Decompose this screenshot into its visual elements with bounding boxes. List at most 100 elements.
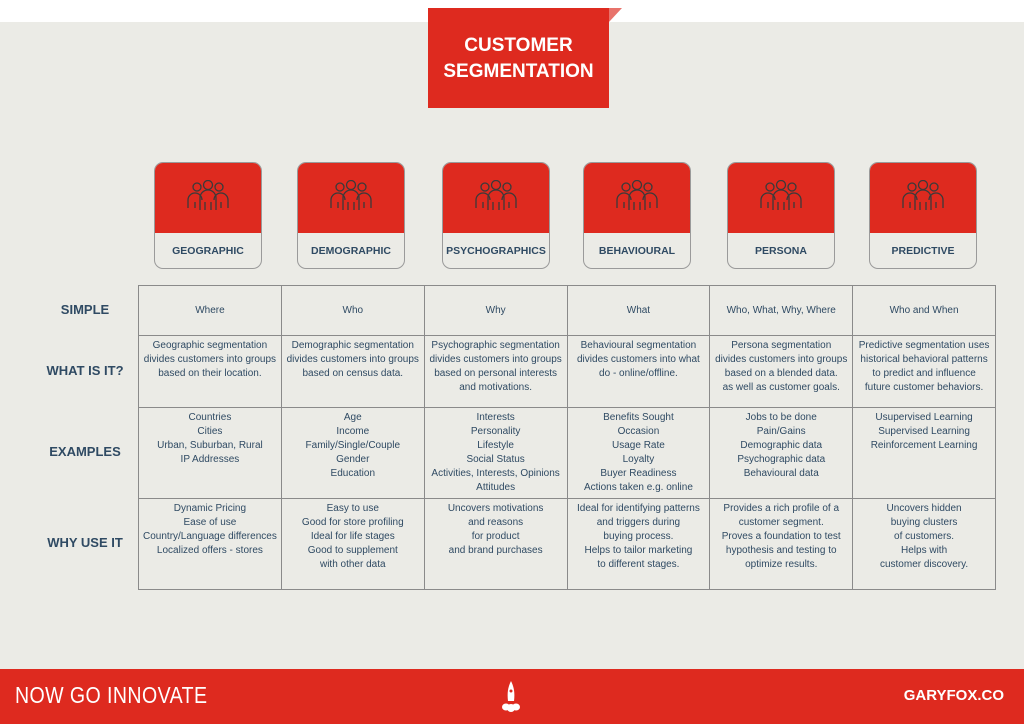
cell-line: Family/Single/Couple xyxy=(305,440,401,451)
table-cell: Uncovers hidden buying clusters of custome… xyxy=(852,498,996,590)
cell-line: Social Status xyxy=(466,454,525,465)
people-group-icon xyxy=(900,179,946,217)
table-row: Countries Cities Urban, Suburban, Rural IP … xyxy=(138,407,996,499)
table-cell: Interests Personality Lifestyle Social Stat… xyxy=(423,407,568,499)
segment-card-demographic: DEMOGRAPHIC xyxy=(297,162,405,269)
segmentation-table: Where Who Why What Who, What, Why, Where Who … xyxy=(138,285,996,590)
cell-line: Helps to tailor marketing xyxy=(584,545,693,556)
cell-line: Urban, Suburban, Rural xyxy=(157,440,263,451)
cell-line: optimize results. xyxy=(745,559,818,570)
cell-line: Psychographic segmentation xyxy=(431,340,560,351)
cell-line: Benefits Sought xyxy=(603,412,674,423)
cell-line: Behavioural data xyxy=(743,468,819,479)
cell-line: Ideal for identifying patterns xyxy=(577,503,700,514)
cell-line: divides customers into groups xyxy=(143,354,277,365)
cell-line: of customers. xyxy=(894,531,955,542)
table-cell: Geographic segmentation divides customers… xyxy=(138,335,282,408)
cell-line: Usupervised Learning xyxy=(875,412,973,423)
table-row: Where Who Why What Who, What, Why, Where Who … xyxy=(138,285,996,336)
segment-card-header xyxy=(155,163,261,233)
table-cell: Behavioural segmentation divides customer… xyxy=(566,335,711,408)
cell-line: Good to supplement xyxy=(307,545,398,556)
cell-line: to predict and influence xyxy=(872,368,976,379)
people-group-icon xyxy=(185,179,231,217)
cell-line: divides customers into groups xyxy=(715,354,848,365)
cell-line: Proves a foundation to test xyxy=(721,531,841,542)
table-cell: Why xyxy=(423,285,568,336)
cell-line: buying process. xyxy=(603,531,674,542)
cell-line: Supervised Learning xyxy=(878,426,970,437)
cell-line: divides customers into what xyxy=(577,354,700,365)
table-cell: Persona segmentation divides customers in… xyxy=(709,335,854,408)
table-cell: Ideal for identifying patterns and trigge… xyxy=(566,498,711,590)
segment-label: BEHAVIOURAL xyxy=(598,245,676,257)
cell-line: hypothesis and testing to xyxy=(725,545,837,556)
segment-label: GEOGRAPHIC xyxy=(172,245,244,257)
cell-line: Buyer Readiness xyxy=(600,468,677,479)
cell-line: Attitudes xyxy=(476,482,516,493)
table-row: Geographic segmentation divides customers… xyxy=(138,335,996,408)
cell-line: Easy to use xyxy=(326,503,379,514)
rocket-icon xyxy=(502,681,520,712)
cell-line: Helps with xyxy=(901,545,948,556)
table-cell: What xyxy=(566,285,711,336)
table-cell: Countries Cities Urban, Suburban, Rural IP … xyxy=(138,407,282,499)
cell-line: do - online/offline. xyxy=(599,368,678,379)
cell-line: Predictive segmentation uses xyxy=(858,340,990,351)
cell-line: Countries xyxy=(188,412,232,423)
title-line-2: SEGMENTATION xyxy=(443,61,594,82)
people-group-icon xyxy=(614,179,660,217)
table-cell: Who and When xyxy=(852,285,996,336)
cell-line: based on a blended data. xyxy=(724,368,838,379)
cell-line: divides customers into groups xyxy=(286,354,419,365)
cell-line: Ideal for life stages xyxy=(310,531,395,542)
cell-line: Behavioural segmentation xyxy=(580,340,697,351)
footer-tagline: NOW GO INNOVATE xyxy=(15,682,208,708)
cell-line: Ease of use xyxy=(183,517,237,528)
cell-line: IP Addresses xyxy=(180,454,240,465)
title-fold xyxy=(609,8,622,22)
cell-line: Loyalty xyxy=(622,454,655,465)
cell-line: Who, What, Why, Where xyxy=(726,304,836,316)
cell-line: and brand purchases xyxy=(448,545,543,556)
cell-line: Age xyxy=(343,412,362,423)
cell-line: Uncovers hidden xyxy=(886,503,962,514)
segment-card-predictive: PREDICTIVE xyxy=(869,162,977,269)
segment-label: PREDICTIVE xyxy=(891,245,955,257)
segment-label: PSYCHOGRAPHICS xyxy=(446,245,546,257)
cell-line: Demographic segmentation xyxy=(291,340,414,351)
cell-line: buying clusters xyxy=(890,517,958,528)
cell-line: Geographic segmentation xyxy=(152,340,268,351)
cell-line: Demographic data xyxy=(740,440,823,451)
table-cell: Where xyxy=(138,285,282,336)
cell-line: for product xyxy=(471,531,520,542)
row-label: WHAT IS IT? xyxy=(46,363,124,378)
segment-card-behavioural: BEHAVIOURAL xyxy=(583,162,691,269)
cell-line: Persona segmentation xyxy=(731,340,832,351)
footer: NOW GO INNOVATE GARYFOX.CO xyxy=(0,669,1024,724)
cell-line: Interests xyxy=(476,412,515,423)
people-group-icon xyxy=(328,179,374,217)
people-group-icon xyxy=(758,179,804,217)
cell-line: customer segment. xyxy=(738,517,824,528)
cell-line: Dynamic Pricing xyxy=(173,503,247,514)
cell-line: Where xyxy=(195,304,225,316)
cell-line: Personality xyxy=(470,426,521,437)
table-cell: Usupervised Learning Supervised Learning R… xyxy=(852,407,996,499)
table-cell: Age Income Family/Single/Couple Gender Educa… xyxy=(280,407,425,499)
row-label: EXAMPLES xyxy=(49,444,121,459)
cell-line: Income xyxy=(336,426,370,437)
segment-card-header xyxy=(870,163,976,233)
cell-line: divides customers into groups xyxy=(429,354,562,365)
cell-line: and reasons xyxy=(468,517,524,528)
cell-line: customer discovery. xyxy=(879,559,969,570)
cell-line: to different stages. xyxy=(597,559,680,570)
cell-line: Provides a rich profile of a xyxy=(723,503,840,514)
table-cell: Benefits Sought Occasion Usage Rate Loyalty… xyxy=(566,407,711,499)
cell-line: Lifestyle xyxy=(477,440,514,451)
cell-line: Activities, Interests, Opinions xyxy=(431,468,560,479)
cell-line: Actions taken e.g. online xyxy=(583,482,693,493)
cell-line: based on personal interests xyxy=(434,368,558,379)
footer-website: GARYFOX.CO xyxy=(903,687,1004,704)
segment-card-header xyxy=(298,163,404,233)
